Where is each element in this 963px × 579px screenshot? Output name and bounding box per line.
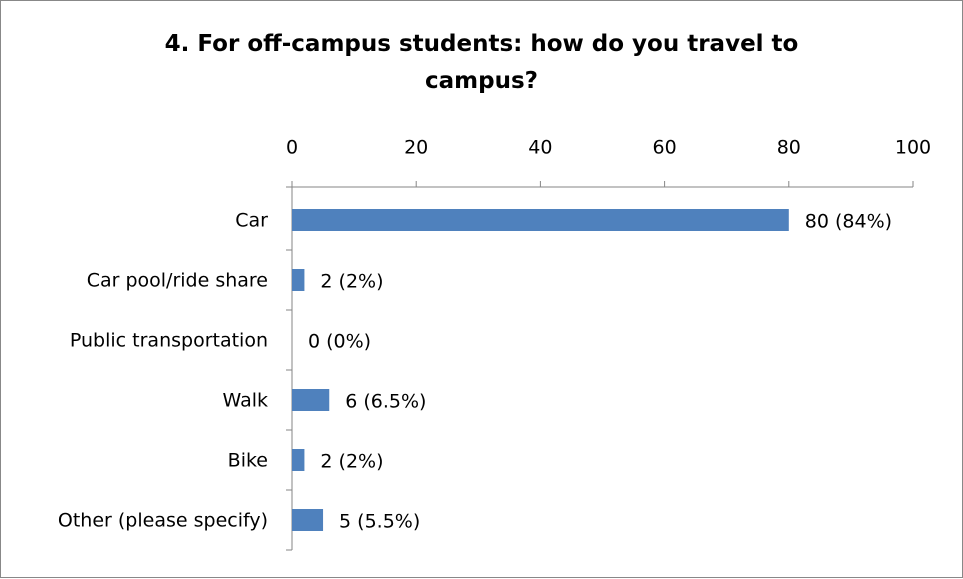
y-tick-label: Bike bbox=[228, 450, 268, 472]
data-label: 5 (5.5%) bbox=[339, 511, 420, 533]
bar bbox=[292, 449, 305, 471]
bar bbox=[292, 509, 324, 531]
x-tick-label: 60 bbox=[653, 137, 677, 159]
y-tick-label: Other (please specify) bbox=[58, 510, 268, 532]
data-label: 6 (6.5%) bbox=[345, 391, 426, 413]
y-tick-label: Car pool/ride share bbox=[87, 270, 268, 292]
bar bbox=[292, 389, 330, 411]
bar bbox=[292, 269, 305, 291]
x-tick-label: 0 bbox=[286, 137, 298, 159]
data-label: 2 (2%) bbox=[320, 451, 383, 473]
data-label: 0 (0%) bbox=[308, 331, 371, 353]
x-tick-label: 80 bbox=[777, 137, 801, 159]
x-tick-label: 20 bbox=[404, 137, 428, 159]
x-tick-label: 40 bbox=[528, 137, 552, 159]
bar bbox=[292, 209, 789, 231]
chart-title: 4. For off-campus students: how do you t… bbox=[164, 31, 799, 94]
y-tick-label: Walk bbox=[223, 390, 269, 412]
y-tick-label: Car bbox=[235, 210, 268, 232]
data-label: 80 (84%) bbox=[805, 211, 892, 233]
y-tick-label: Public transportation bbox=[70, 330, 268, 352]
data-label: 2 (2%) bbox=[320, 271, 383, 293]
x-tick-label: 100 bbox=[895, 137, 931, 159]
